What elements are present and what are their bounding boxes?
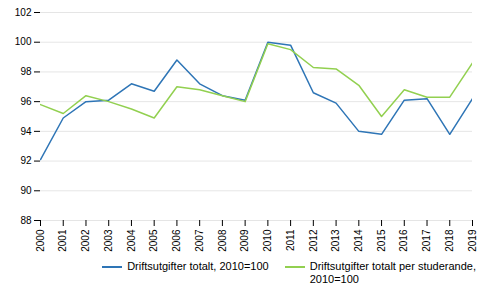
svg-text:2015: 2015 xyxy=(376,229,387,252)
svg-text:2019: 2019 xyxy=(467,229,478,252)
html-text:Driftsutgifter totalt, 2010=10: Driftsutgifter totalt, 2010=100 xyxy=(127,260,269,272)
svg-text:2011: 2011 xyxy=(285,229,296,251)
html-text:Driftsutgifter totalt per stud: Driftsutgifter totalt per studerande, 20… xyxy=(309,260,476,286)
svg-text:2003: 2003 xyxy=(103,229,114,252)
svg-text:2012: 2012 xyxy=(308,229,319,252)
svg-text:88: 88 xyxy=(20,215,32,226)
svg-text:92: 92 xyxy=(20,155,32,166)
svg-text:2006: 2006 xyxy=(171,229,182,252)
svg-text:100: 100 xyxy=(15,36,32,47)
svg-text:2005: 2005 xyxy=(148,229,159,252)
svg-text:2009: 2009 xyxy=(239,229,250,252)
svg-text:2016: 2016 xyxy=(398,229,409,252)
svg-text:2013: 2013 xyxy=(330,229,341,252)
svg-text:96: 96 xyxy=(20,96,32,107)
svg-text:2002: 2002 xyxy=(80,229,91,252)
svg-text:2007: 2007 xyxy=(194,229,205,252)
svg-text:94: 94 xyxy=(20,126,32,137)
svg-text:2004: 2004 xyxy=(126,229,137,252)
svg-text:2018: 2018 xyxy=(444,229,455,252)
svg-text:2017: 2017 xyxy=(421,229,432,252)
svg-text:90: 90 xyxy=(20,185,32,196)
svg-text:2014: 2014 xyxy=(353,229,364,252)
svg-text:102: 102 xyxy=(15,7,32,18)
svg-text:2000: 2000 xyxy=(35,229,46,252)
svg-text:2001: 2001 xyxy=(57,229,68,252)
svg-text:2008: 2008 xyxy=(217,229,228,252)
svg-text:2010: 2010 xyxy=(262,229,273,252)
svg-text:98: 98 xyxy=(20,66,32,77)
